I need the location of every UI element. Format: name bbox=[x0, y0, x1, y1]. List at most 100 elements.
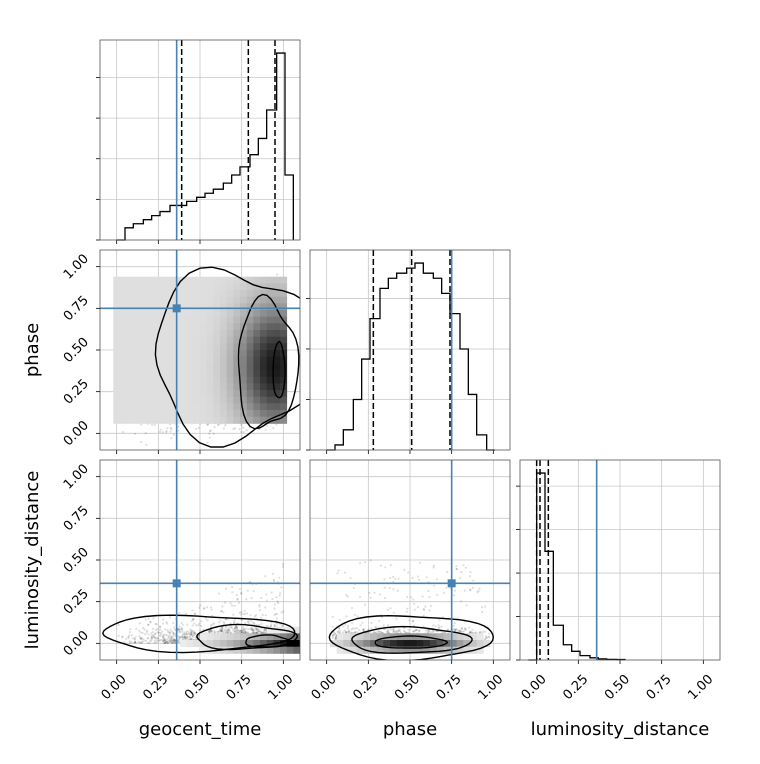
phase-vs-geocent_time-density-cell bbox=[273, 337, 280, 344]
phase-vs-geocent_time-density-cell bbox=[160, 277, 167, 284]
phase-vs-geocent_time-density-cell bbox=[187, 337, 194, 344]
phase-vs-geocent_time-density-cell bbox=[180, 350, 187, 357]
phase-vs-geocent_time-point bbox=[170, 427, 172, 429]
luminosity_distance-vs-geocent_time-point bbox=[156, 639, 158, 641]
luminosity_distance-vs-geocent_time-point bbox=[134, 638, 136, 640]
phase-vs-geocent_time-density-cell bbox=[120, 330, 127, 337]
phase-vs-geocent_time-density-cell bbox=[120, 377, 127, 384]
luminosity_distance-vs-geocent_time-density-cell bbox=[227, 640, 234, 647]
phase-vs-geocent_time-density-cell bbox=[193, 377, 200, 384]
luminosity_distance-vs-phase-point bbox=[433, 566, 435, 568]
phase-vs-geocent_time-density-cell bbox=[147, 397, 154, 404]
luminosity_distance-vs-phase-point bbox=[345, 594, 347, 596]
phase-vs-geocent_time-density-cell bbox=[140, 403, 147, 410]
luminosity_distance-vs-phase-point bbox=[470, 631, 472, 633]
luminosity_distance-vs-geocent_time-point bbox=[259, 609, 261, 611]
luminosity_distance-vs-phase-point bbox=[403, 630, 405, 632]
luminosity_distance-vs-geocent_time-point bbox=[161, 631, 163, 633]
luminosity_distance-vs-geocent_time-density-cell bbox=[233, 633, 240, 640]
phase-vs-geocent_time-density-cell bbox=[267, 330, 274, 337]
phase-vs-geocent_time-density-cell bbox=[227, 310, 234, 317]
phase-vs-geocent_time-density-cell bbox=[133, 350, 140, 357]
luminosity_distance-vs-geocent_time-density-cell bbox=[207, 633, 214, 640]
phase-vs-geocent_time-density-cell bbox=[260, 403, 267, 410]
phase-vs-geocent_time-density-cell bbox=[220, 277, 227, 284]
luminosity_distance-vs-geocent_time-point bbox=[162, 623, 164, 625]
phase-vs-geocent_time-density-cell bbox=[193, 403, 200, 410]
phase-vs-geocent_time-density-cell bbox=[280, 370, 287, 377]
luminosity_distance-vs-geocent_time-point bbox=[173, 638, 175, 640]
phase-vs-geocent_time-density-cell bbox=[127, 410, 134, 417]
luminosity_distance-vs-geocent_time-point bbox=[213, 630, 215, 632]
luminosity_distance-vs-phase-point bbox=[364, 561, 366, 563]
luminosity_distance-vs-geocent_time-point bbox=[270, 591, 272, 593]
phase-vs-geocent_time-density-cell bbox=[247, 297, 254, 304]
luminosity_distance-vs-geocent_time-point bbox=[235, 626, 237, 628]
phase-vs-geocent_time-density-cell bbox=[200, 337, 207, 344]
phase-vs-geocent_time-density-cell bbox=[193, 343, 200, 350]
luminosity_distance-vs-geocent_time-point bbox=[244, 613, 246, 615]
luminosity_distance-vs-geocent_time-point bbox=[164, 634, 166, 636]
phase-vs-geocent_time-density-cell bbox=[200, 350, 207, 357]
geocent_time-marginal-bar bbox=[187, 201, 197, 240]
phase-vs-geocent_time-density-cell bbox=[280, 303, 287, 310]
phase-vs-geocent_time-density-cell bbox=[140, 303, 147, 310]
luminosity_distance-vs-phase-point bbox=[370, 559, 372, 561]
phase-vs-geocent_time-point bbox=[140, 424, 142, 426]
phase-vs-geocent_time-density-cell bbox=[193, 357, 200, 364]
phase-vs-geocent_time-density-cell bbox=[240, 343, 247, 350]
phase-vs-geocent_time-density-cell bbox=[187, 277, 194, 284]
phase-vs-geocent_time-density-cell bbox=[253, 390, 260, 397]
luminosity_distance-vs-geocent_time-point bbox=[169, 616, 171, 618]
luminosity_distance-vs-geocent_time-point bbox=[168, 632, 170, 634]
phase-vs-geocent_time-density-cell bbox=[180, 297, 187, 304]
phase-vs-geocent_time-point bbox=[234, 427, 236, 429]
phase-vs-geocent_time-density-cell bbox=[233, 323, 240, 330]
luminosity_distance-vs-geocent_time-point bbox=[236, 631, 238, 633]
luminosity_distance-vs-phase-point bbox=[356, 627, 358, 629]
phase-vs-geocent_time-density-cell bbox=[253, 377, 260, 384]
luminosity_distance-vs-geocent_time-point bbox=[264, 606, 266, 608]
phase-vs-geocent_time-density-cell bbox=[133, 277, 140, 284]
phase-vs-geocent_time-density-cell bbox=[260, 337, 267, 344]
luminosity_distance-vs-geocent_time-point bbox=[203, 607, 205, 609]
phase-vs-geocent_time-density-cell bbox=[260, 297, 267, 304]
phase-vs-geocent_time-point bbox=[159, 431, 161, 433]
luminosity_distance-vs-phase-point bbox=[387, 609, 389, 611]
luminosity_distance-vs-geocent_time-point bbox=[245, 598, 247, 600]
luminosity_distance-vs-geocent_time-point bbox=[198, 623, 200, 625]
phase-vs-geocent_time-density-cell bbox=[140, 377, 147, 384]
luminosity_distance-vs-phase-point bbox=[435, 625, 437, 627]
luminosity_distance-vs-geocent_time-point bbox=[182, 624, 184, 626]
phase-vs-geocent_time-density-cell bbox=[260, 303, 267, 310]
geocent_time-marginal-bar bbox=[197, 197, 205, 240]
luminosity_distance-vs-geocent_time-point bbox=[178, 638, 180, 640]
luminosity_distance-vs-geocent_time-point bbox=[139, 642, 141, 644]
phase-vs-geocent_time-density-cell bbox=[207, 377, 214, 384]
phase-vs-geocent_time-density-cell bbox=[213, 370, 220, 377]
phase-marginal-bar bbox=[468, 394, 476, 450]
luminosity_distance-vs-geocent_time-point bbox=[153, 634, 155, 636]
phase-vs-geocent_time-density-cell bbox=[267, 303, 274, 310]
phase-vs-geocent_time-density-cell bbox=[140, 337, 147, 344]
luminosity_distance-vs-geocent_time-point bbox=[150, 621, 152, 623]
phase-vs-geocent_time-density-cell bbox=[167, 277, 174, 284]
phase-vs-geocent_time-density-cell bbox=[133, 310, 140, 317]
phase-vs-geocent_time-density-cell bbox=[207, 317, 214, 324]
phase-vs-geocent_time-density-cell bbox=[227, 377, 234, 384]
luminosity_distance-marginal-bar bbox=[537, 473, 545, 660]
luminosity_distance-vs-phase-point bbox=[347, 625, 349, 627]
phase-vs-geocent_time-density-cell bbox=[140, 310, 147, 317]
phase-vs-geocent_time-density-cell bbox=[133, 330, 140, 337]
phase-vs-geocent_time-density-cell bbox=[193, 283, 200, 290]
luminosity_distance-vs-phase-point bbox=[410, 596, 412, 598]
phase-vs-geocent_time-density-cell bbox=[200, 390, 207, 397]
luminosity_distance-vs-geocent_time-point bbox=[127, 636, 129, 638]
luminosity_distance-vs-geocent_time-density-cell bbox=[287, 647, 294, 654]
luminosity_distance-vs-phase-point bbox=[481, 611, 483, 613]
phase-vs-geocent_time-density-cell bbox=[220, 403, 227, 410]
luminosity_distance-vs-geocent_time-density-cell bbox=[227, 633, 234, 640]
phase-vs-geocent_time-density-cell bbox=[260, 397, 267, 404]
phase-vs-geocent_time-point bbox=[151, 424, 153, 426]
phase-vs-geocent_time-density-cell bbox=[140, 350, 147, 357]
